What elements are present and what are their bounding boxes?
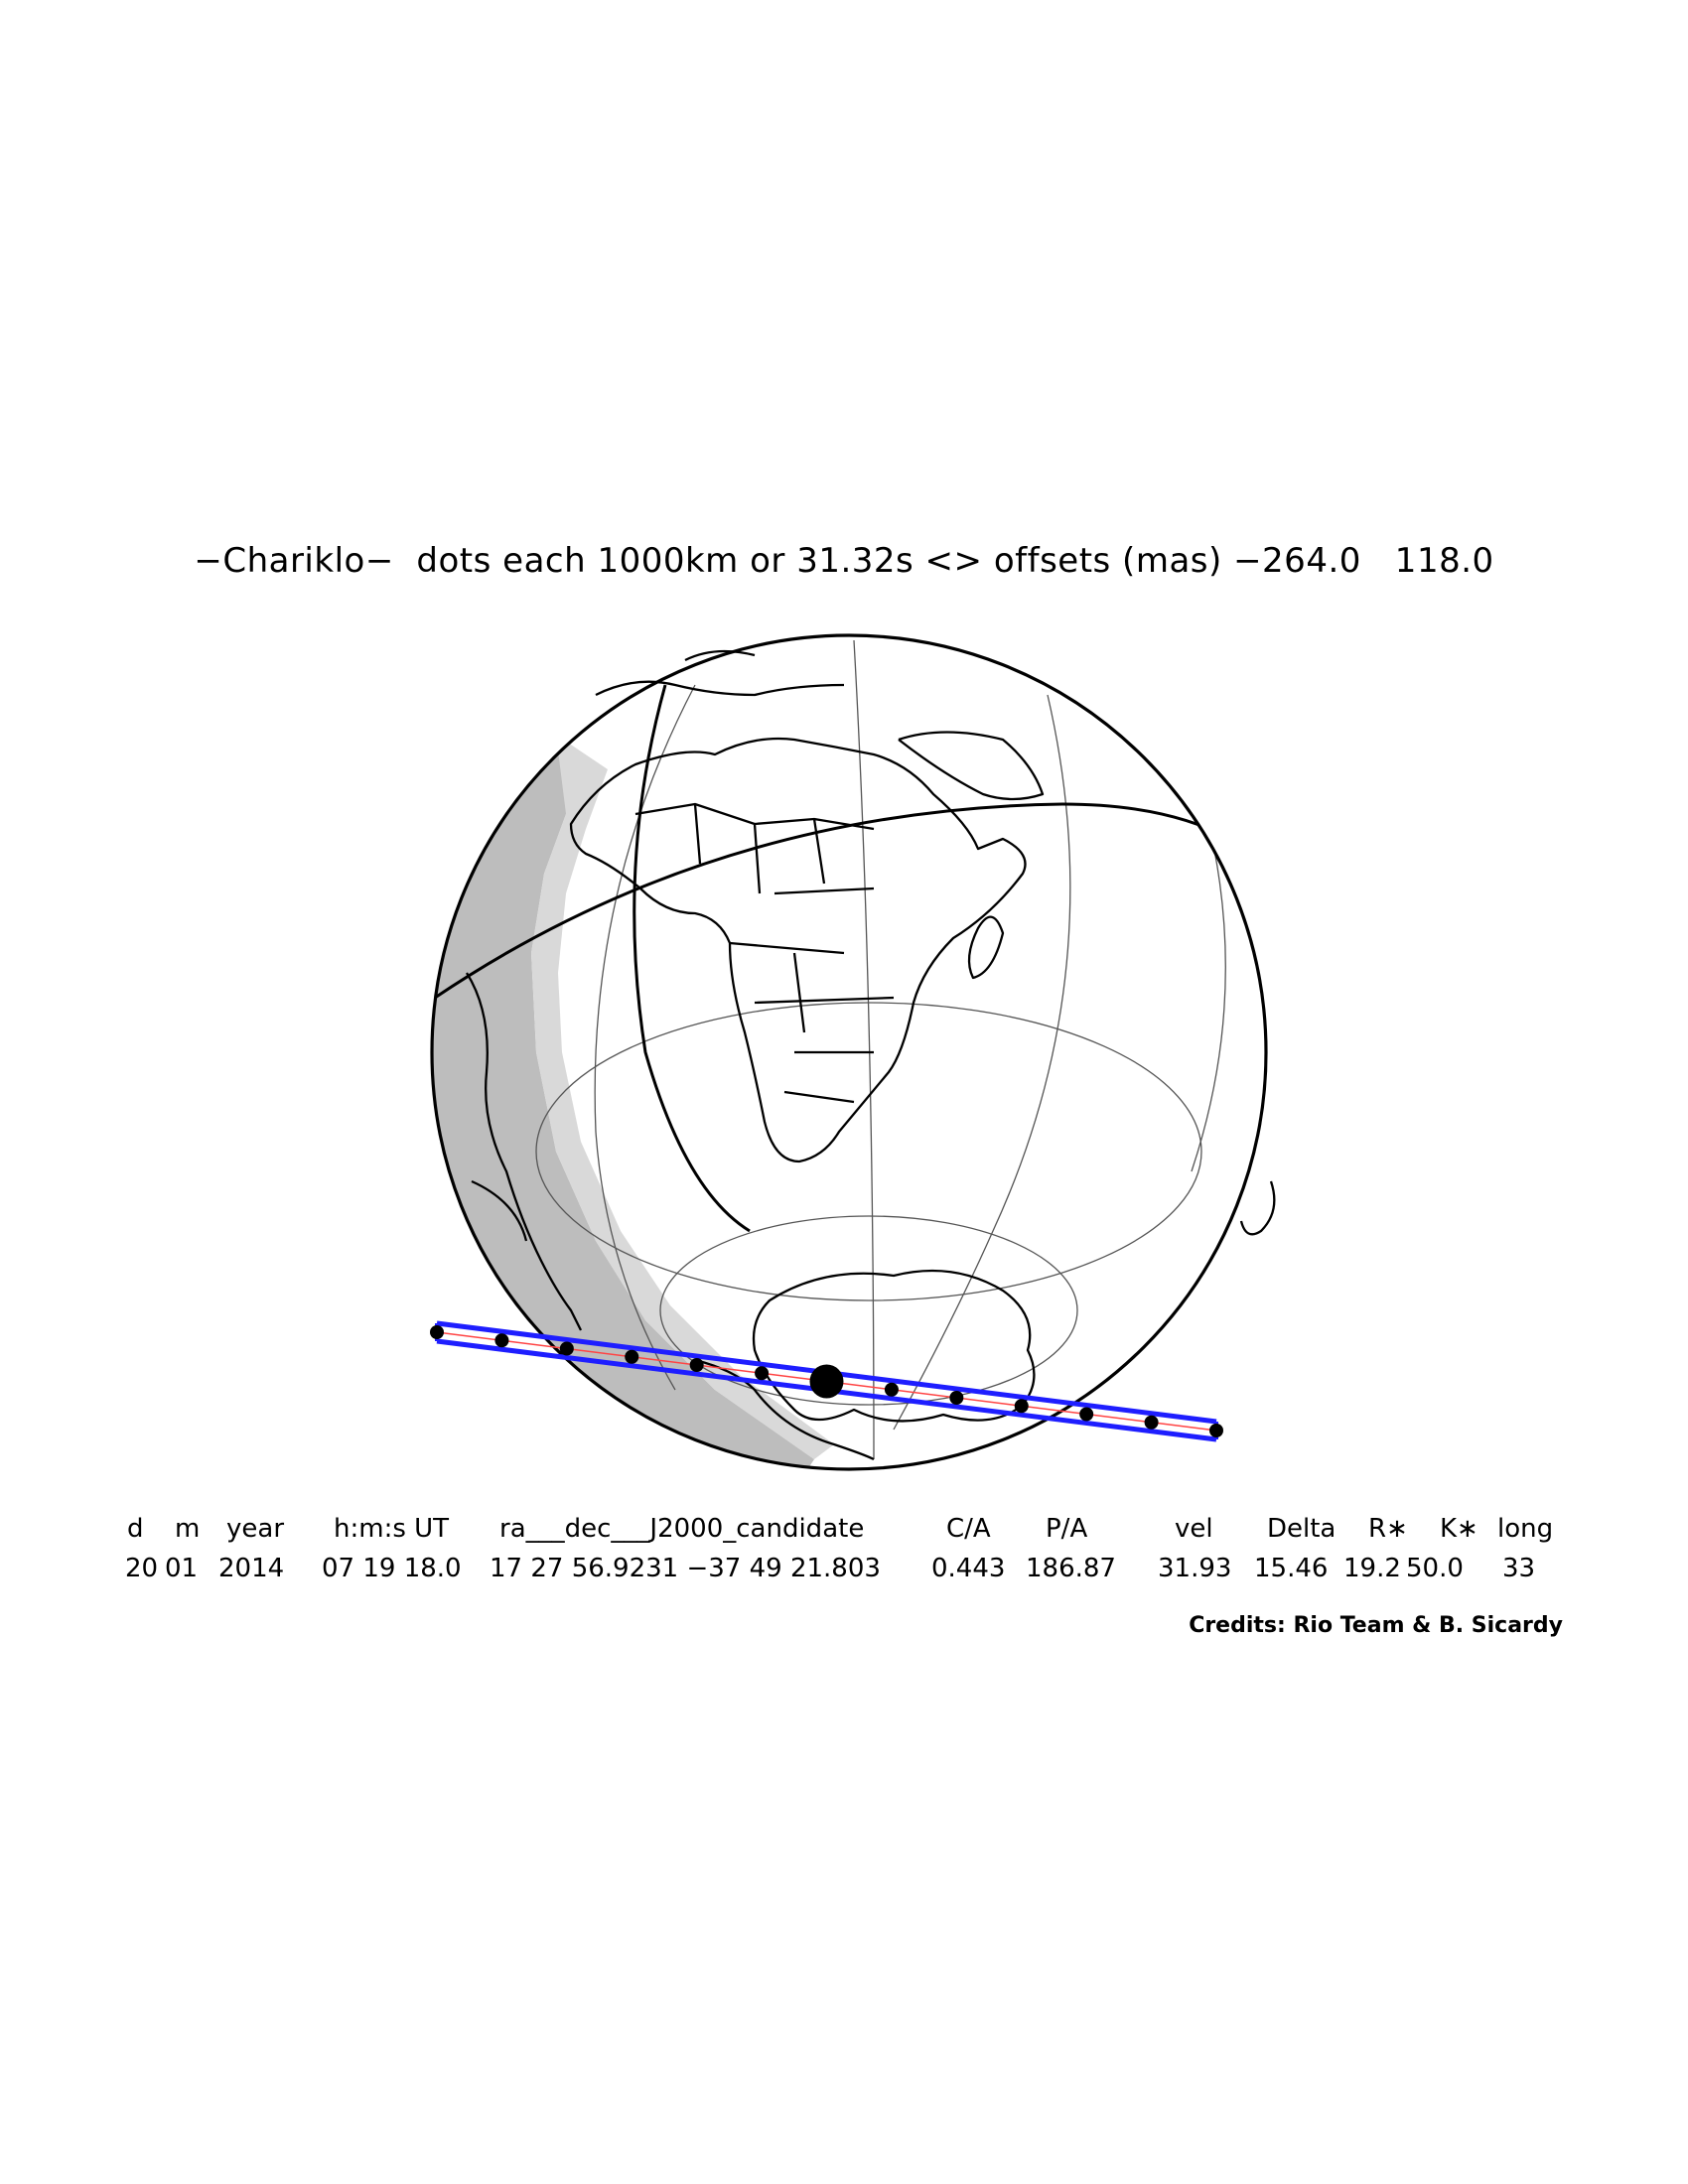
table-value-cell: 186.87 [1026, 1554, 1116, 1583]
path-dot [494, 1333, 509, 1348]
path-dot [689, 1358, 704, 1372]
table-value-cell: 50.0 [1406, 1554, 1464, 1583]
closest-approach-dot [809, 1364, 844, 1399]
madagascar-coast [967, 915, 1005, 980]
africa-borders [634, 802, 895, 1104]
path-dot [755, 1366, 770, 1381]
path-dot [559, 1341, 574, 1356]
table-header-cell: R∗ [1368, 1514, 1408, 1544]
table-header-cell: Delta [1267, 1514, 1336, 1544]
path-dot [430, 1325, 444, 1339]
meridian-line [853, 639, 875, 1460]
reference-lines [434, 684, 1262, 1233]
table-value-cell: 31.93 [1158, 1554, 1232, 1583]
australia-coast [1239, 1180, 1276, 1236]
table-value-cell: 20 [125, 1554, 159, 1583]
credits-text: Credits: Rio Team & B. Sicardy [1189, 1613, 1563, 1638]
graticule [535, 639, 1226, 1460]
globe-outline [430, 633, 1268, 1471]
coastlines [466, 649, 1276, 1461]
table-value-cell: 15.46 [1254, 1554, 1329, 1583]
south-america-coast [466, 972, 583, 1331]
table-value-cell: 07 19 18.0 [322, 1554, 462, 1583]
arabia-coast [898, 731, 1045, 801]
path-dot [625, 1349, 639, 1364]
map-title: −Chariklo− dots each 1000km or 31.32s <>… [194, 541, 1494, 581]
africa-coast [569, 737, 1027, 1163]
table-header-cell: P/A [1046, 1514, 1088, 1544]
table-header-cell: long [1497, 1514, 1554, 1544]
latitude-line [659, 1215, 1078, 1406]
table-header-cell: year [226, 1514, 285, 1544]
path-dot [1209, 1424, 1223, 1437]
table-header-cell: m [175, 1514, 201, 1544]
table-header-cell: vel [1175, 1514, 1213, 1544]
table-value-cell: 19.2 [1343, 1554, 1401, 1583]
table-value-cell: 17 27 56.9231 −37 49 21.803 [490, 1554, 881, 1583]
meridian-line [1191, 813, 1226, 1172]
path-dot [1079, 1407, 1094, 1422]
antarctic-peninsula [694, 1358, 875, 1461]
meridian-line [893, 694, 1071, 1431]
antarctica-coast [752, 1269, 1036, 1423]
table-value-cell: 01 [165, 1554, 199, 1583]
path-dot [949, 1391, 964, 1405]
table-value-cell: 33 [1502, 1554, 1536, 1583]
table-header-cell: d [127, 1514, 144, 1544]
path-dot [884, 1382, 899, 1397]
prime-meridian [633, 684, 751, 1233]
table-header-cell: ra___dec___J2000_candidate [499, 1514, 865, 1544]
table-value-cell: 2014 [218, 1554, 285, 1583]
europe-coast [595, 649, 845, 697]
path-dot [1144, 1415, 1159, 1430]
table-header-cell: K∗ [1440, 1514, 1478, 1544]
table-header-cell: h:m:s UT [334, 1514, 450, 1544]
table-value-cell: 0.443 [931, 1554, 1006, 1583]
equator-line [434, 802, 1262, 1000]
path-dot [1014, 1399, 1029, 1414]
table-header-cell: C/A [946, 1514, 991, 1544]
shadow-path [430, 1320, 1223, 1442]
meridian-line [594, 684, 696, 1391]
